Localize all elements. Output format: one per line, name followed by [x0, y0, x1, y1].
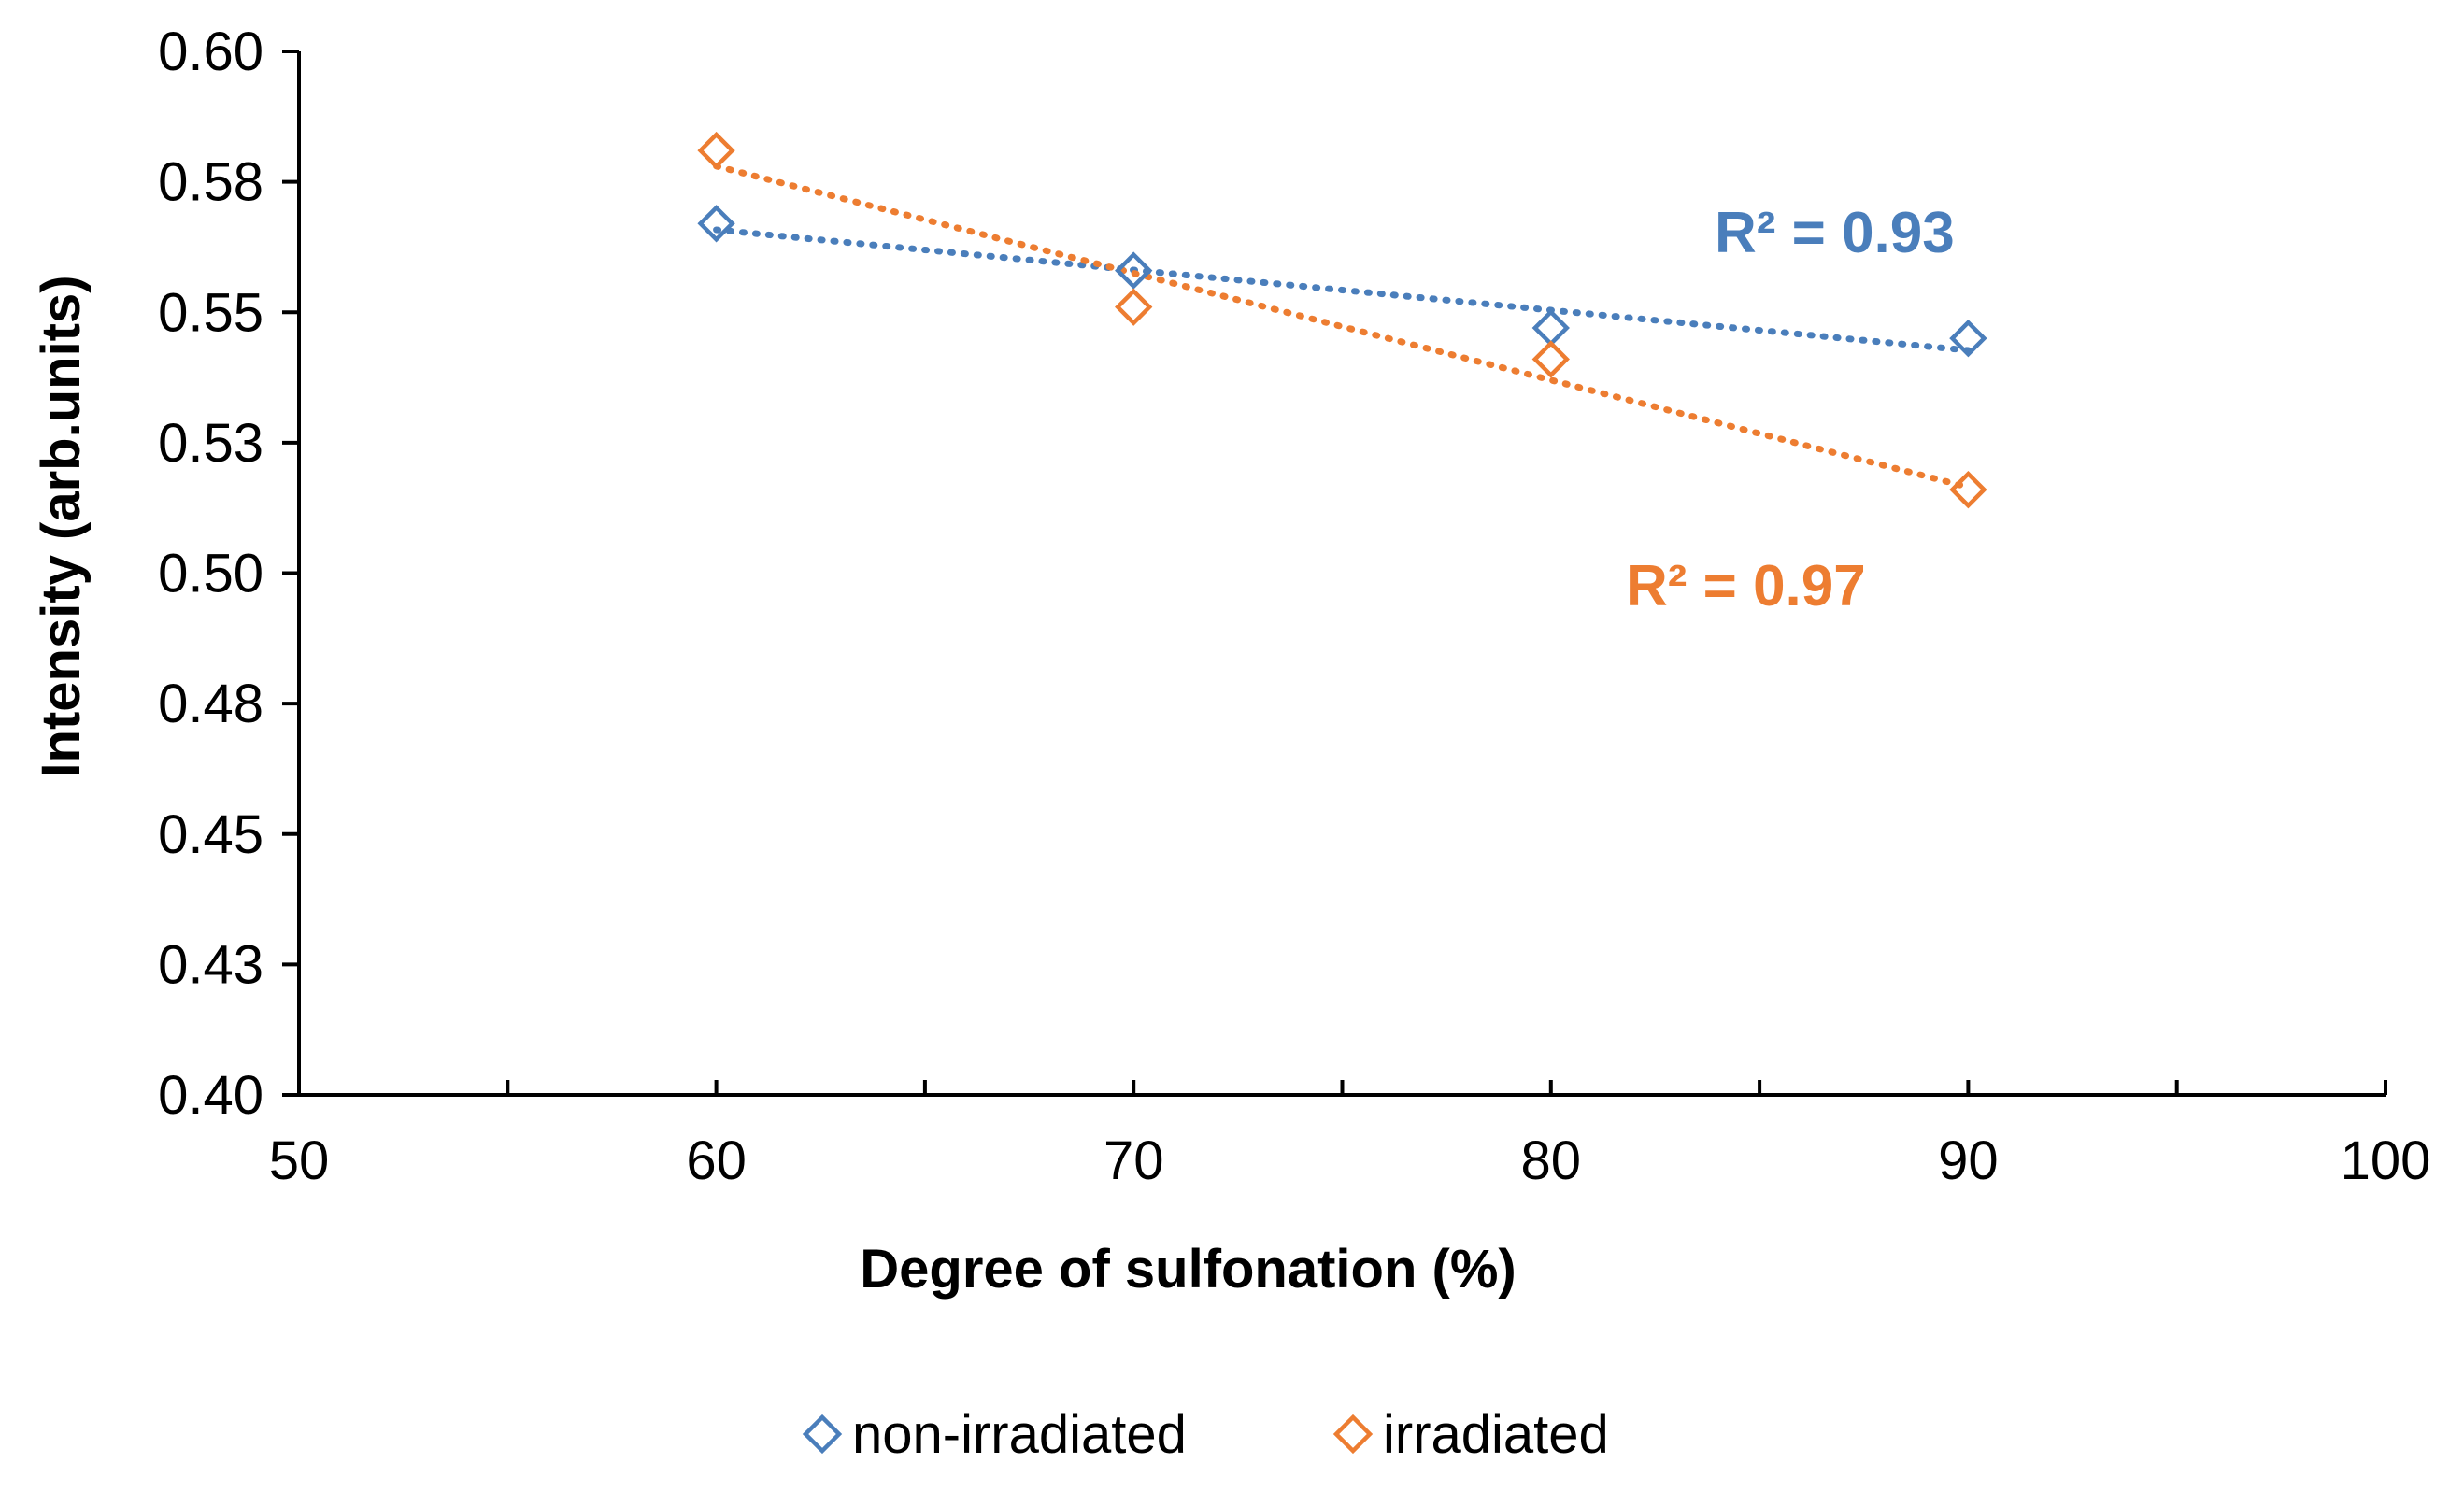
y-tick-label: 0.50: [158, 544, 263, 604]
y-tick-label: 0.40: [158, 1065, 263, 1126]
y-tick-label: 0.55: [158, 282, 263, 343]
irradiated-r2-label: R² = 0.97: [1626, 554, 1866, 618]
non-irradiated-point: [697, 205, 735, 243]
y-tick-label: 0.58: [158, 152, 263, 213]
x-tick-label: 90: [1938, 1130, 1999, 1191]
legend: non-irradiated irradiated: [802, 1404, 1609, 1465]
trendlines-layer: [713, 163, 1972, 490]
irradiated-point: [1949, 470, 1987, 509]
irradiated-point: [1115, 288, 1153, 326]
y-tick-label: 0.45: [158, 804, 263, 865]
x-tick-label: 100: [2341, 1130, 2431, 1191]
irradiated-trendline: [713, 163, 1972, 490]
markers-layer: [697, 131, 1987, 509]
y-tick-label: 0.48: [158, 674, 263, 734]
x-tick-label: 70: [1104, 1130, 1164, 1191]
non-irradiated-r2-label: R² = 0.93: [1715, 201, 1955, 265]
non-irradiated-point: [1115, 251, 1153, 290]
y-tick-label: 0.60: [158, 21, 263, 82]
x-axis-title: Degree of sulfonation (%): [860, 1239, 1516, 1300]
x-tick-label: 60: [686, 1130, 747, 1191]
x-tick-label: 80: [1521, 1130, 1582, 1191]
irradiated-point: [1531, 340, 1570, 378]
legend-label-irradiated: irradiated: [1383, 1404, 1609, 1465]
legend-marker-non-irradiated: [802, 1414, 843, 1455]
non-irradiated-point: [1531, 308, 1570, 348]
non-irradiated-trendline: [713, 226, 1972, 354]
y-tick-label: 0.43: [158, 934, 263, 995]
non-irradiated-point: [1949, 319, 1987, 358]
labels-layer: R² = 0.93 R² = 0.97: [1626, 201, 1955, 618]
y-axis-title: Intensity (arb.units): [31, 275, 92, 777]
legend-marker-irradiated: [1332, 1414, 1374, 1455]
axes-layer: 0.40 0.43 0.45 0.48 0.50 0.53 0.55 0.58 0.60 50 60…: [31, 21, 2430, 1300]
y-tick-label: 0.53: [158, 413, 263, 474]
irradiated-point: [697, 131, 735, 170]
legend-label-non-irradiated: non-irradiated: [852, 1404, 1187, 1465]
x-tick-label: 50: [269, 1130, 330, 1191]
